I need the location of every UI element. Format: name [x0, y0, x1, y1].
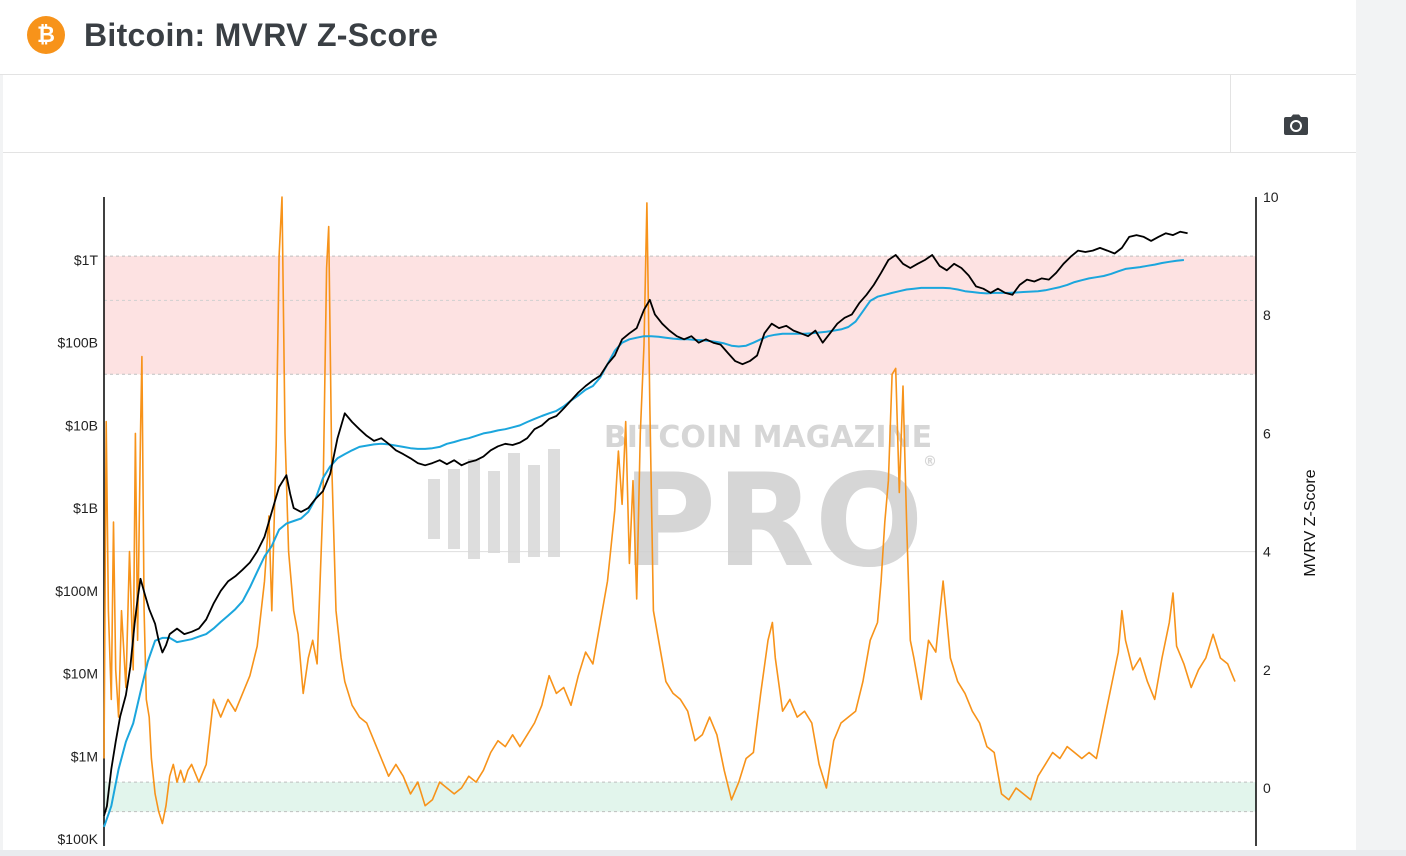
right-tick-label: 0	[1263, 780, 1271, 796]
left-tick-label: $1T	[74, 252, 99, 268]
right-tick-label: 2	[1263, 662, 1271, 678]
watermark-registered: ®	[923, 454, 937, 470]
right-axis-ticks: 0 2 4 6 8 10	[1263, 189, 1279, 796]
series-z-score-line	[103, 196, 1236, 825]
series-layer	[103, 196, 1236, 828]
series-market-cap-line	[103, 230, 1188, 817]
right-axis-title: MVRV Z-Score	[1302, 469, 1319, 576]
bitcoin-logo-icon: ₿	[27, 16, 65, 54]
left-tick-label: $100M	[55, 583, 98, 599]
left-axis-ticks: $100K $1M $10M $100M $1B $10B $100B $1T	[55, 252, 98, 847]
zone-undervalued	[104, 782, 1256, 812]
zones-layer	[104, 255, 1256, 813]
watermark-line2: PRO	[622, 447, 923, 596]
right-tick-label: 4	[1263, 544, 1271, 560]
watermark-line1: BITCOIN MAGAZINE	[604, 420, 932, 455]
left-tick-label: $100B	[58, 335, 98, 351]
chart-panel: BITCOIN MAGAZINE PRO ® $100K $1M $10M $100M…	[3, 153, 1356, 850]
left-tick-label: $10B	[65, 417, 98, 433]
toolbar-divider	[1230, 75, 1231, 152]
screenshot-button[interactable]	[1279, 111, 1313, 139]
chart-toolbar	[3, 75, 1356, 153]
page-title: Bitcoin: MVRV Z-Score	[84, 17, 439, 53]
mvrv-chart: BITCOIN MAGAZINE PRO ® $100K $1M $10M $100M…	[55, 189, 1319, 847]
left-tick-label: $1M	[71, 748, 98, 764]
right-tick-label: 10	[1263, 189, 1279, 205]
watermark: BITCOIN MAGAZINE PRO ®	[428, 420, 937, 596]
horizontal-scrollbar[interactable]	[0, 850, 1406, 856]
camera-icon	[1284, 114, 1308, 135]
right-tick-label: 8	[1263, 307, 1271, 323]
watermark-candles-icon	[428, 449, 560, 563]
left-tick-label: $1B	[73, 500, 98, 516]
header: ₿ Bitcoin: MVRV Z-Score	[0, 0, 1356, 75]
left-tick-label: $10M	[63, 666, 98, 682]
right-tick-label: 6	[1263, 425, 1271, 441]
left-tick-label: $100K	[58, 831, 99, 847]
page-right-margin	[1356, 0, 1406, 856]
zone-overvalued	[104, 256, 1256, 375]
